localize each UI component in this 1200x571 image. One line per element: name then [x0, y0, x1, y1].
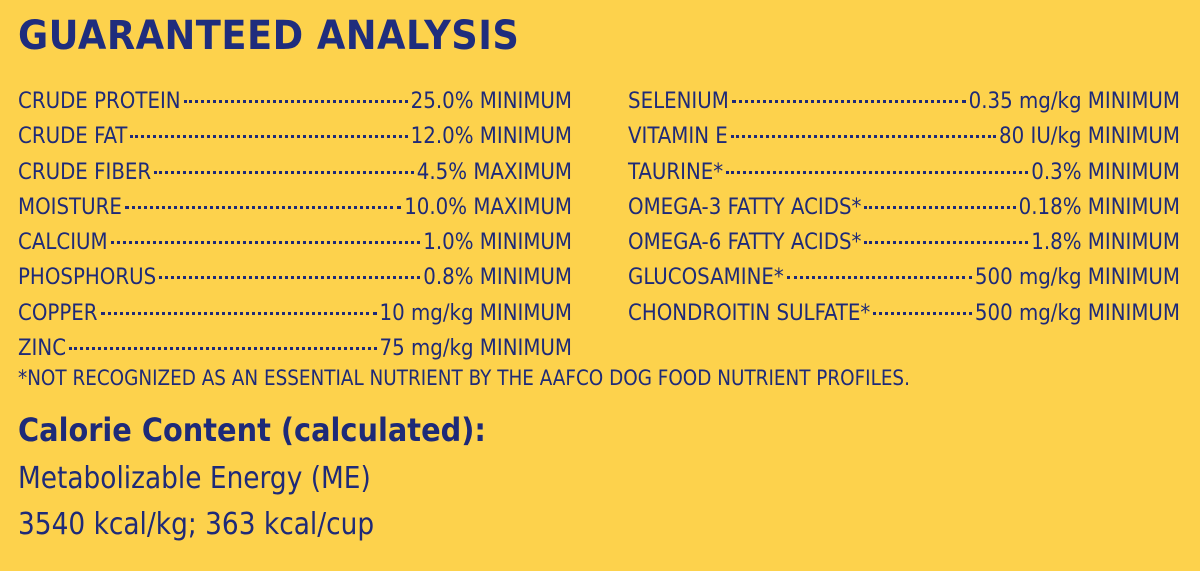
- nutrient-label: SELENIUM: [628, 89, 729, 114]
- dot-leader: [124, 205, 402, 209]
- analysis-row-moisture: MOISTURE 10.0% MAXIMUM: [18, 190, 572, 225]
- dot-leader: [69, 347, 377, 351]
- analysis-row-calcium: CALCIUM 1.0% MINIMUM: [18, 225, 572, 260]
- nutrient-value: 500 mg/kg MINIMUM: [974, 300, 1180, 326]
- dot-leader: [726, 170, 1029, 174]
- analysis-row-omega-3: OMEGA-3 FATTY ACIDS* 0.18% MINIMUM: [628, 190, 1180, 225]
- page-title: GUARANTEED ANALYSIS: [18, 13, 520, 59]
- nutrient-label: OMEGA-6 FATTY ACIDS*: [628, 230, 862, 256]
- nutrient-label: OMEGA-3 FATTY ACIDS*: [628, 194, 862, 220]
- nutrient-label: PHOSPHORUS: [18, 265, 157, 291]
- dot-leader: [864, 205, 1016, 209]
- analysis-row-crude-fiber: CRUDE FIBER 4.5% MAXIMUM: [18, 155, 572, 190]
- dot-leader: [731, 100, 966, 103]
- analysis-row-selenium: SELENIUM 0.35 mg/kg MINIMUM: [628, 84, 1180, 119]
- dot-leader: [873, 311, 972, 315]
- nutrient-label: CALCIUM: [18, 230, 108, 256]
- nutrient-label: CHONDROITIN SULFATE*: [628, 300, 871, 326]
- analysis-row-glucosamine: GLUCOSAMINE* 500 mg/kg MINIMUM: [628, 260, 1180, 295]
- analysis-row-crude-protein: CRUDE PROTEIN 25.0% MINIMUM: [18, 84, 572, 119]
- analysis-row-vitamin-e: VITAMIN E 80 IU/kg MINIMUM: [628, 119, 1180, 154]
- nutrient-value: 75 mg/kg MINIMUM: [379, 336, 573, 362]
- nutrient-value: 500 mg/kg MINIMUM: [974, 265, 1180, 291]
- nutrient-value: 0.35 mg/kg MINIMUM: [968, 89, 1180, 114]
- analysis-row-taurine: TAURINE* 0.3% MINIMUM: [628, 155, 1180, 190]
- dot-leader: [786, 276, 972, 280]
- nutrient-label: CRUDE FAT: [18, 124, 128, 150]
- aafco-footnote: *NOT RECOGNIZED AS AN ESSENTIAL NUTRIENT…: [18, 366, 910, 390]
- nutrient-label: CRUDE PROTEIN: [18, 89, 181, 114]
- nutrient-label: CRUDE FIBER: [18, 159, 152, 185]
- calorie-values: 3540 kcal/kg; 363 kcal/cup: [18, 507, 375, 542]
- dot-leader: [110, 241, 421, 245]
- analysis-row-copper: COPPER 10 mg/kg MINIMUM: [18, 296, 572, 331]
- analysis-row-crude-fat: CRUDE FAT 12.0% MINIMUM: [18, 119, 572, 154]
- metabolizable-energy-label: Metabolizable Energy (ME): [18, 461, 371, 496]
- nutrient-value: 12.0% MINIMUM: [410, 124, 572, 150]
- nutrient-label: ZINC: [18, 336, 67, 362]
- dot-leader: [130, 135, 408, 139]
- dot-leader: [730, 135, 997, 139]
- nutrient-label: GLUCOSAMINE*: [628, 265, 784, 291]
- nutrient-value: 10 mg/kg MINIMUM: [379, 300, 573, 326]
- dot-leader: [159, 276, 421, 280]
- analysis-row-chondroitin-sulfate: CHONDROITIN SULFATE* 500 mg/kg MINIMUM: [628, 296, 1180, 331]
- nutrient-value: 0.3% MINIMUM: [1031, 159, 1180, 185]
- nutrient-value: 80 IU/kg MINIMUM: [999, 124, 1180, 150]
- nutrient-value: 0.8% MINIMUM: [423, 265, 572, 291]
- nutrient-label: VITAMIN E: [628, 124, 728, 150]
- dot-leader: [100, 311, 377, 315]
- dot-leader: [183, 100, 408, 103]
- calorie-content-heading: Calorie Content (calculated):: [18, 411, 486, 449]
- nutrient-value: 0.18% MINIMUM: [1018, 194, 1180, 220]
- nutrient-label: COPPER: [18, 300, 98, 326]
- dot-leader: [154, 170, 414, 174]
- dot-leader: [864, 241, 1029, 245]
- analysis-column-right: SELENIUM 0.35 mg/kg MINIMUM VITAMIN E 80…: [628, 84, 1180, 331]
- analysis-row-zinc: ZINC 75 mg/kg MINIMUM: [18, 331, 572, 366]
- analysis-row-omega-6: OMEGA-6 FATTY ACIDS* 1.8% MINIMUM: [628, 225, 1180, 260]
- nutrient-label: MOISTURE: [18, 194, 122, 220]
- nutrient-value: 1.0% MINIMUM: [423, 230, 572, 256]
- nutrient-value: 25.0% MINIMUM: [410, 89, 572, 114]
- analysis-column-left: CRUDE PROTEIN 25.0% MINIMUM CRUDE FAT 12…: [18, 84, 572, 366]
- nutrient-value: 10.0% MAXIMUM: [404, 194, 572, 220]
- nutrient-label: TAURINE*: [628, 159, 724, 185]
- nutrient-value: 1.8% MINIMUM: [1031, 230, 1180, 256]
- nutrient-value: 4.5% MAXIMUM: [416, 159, 572, 185]
- analysis-row-phosphorus: PHOSPHORUS 0.8% MINIMUM: [18, 260, 572, 295]
